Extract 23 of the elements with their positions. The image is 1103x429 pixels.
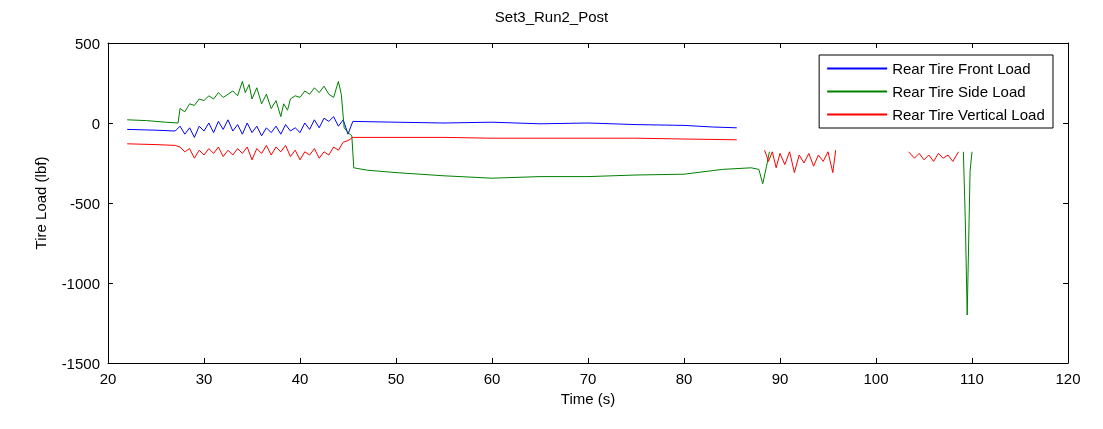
x-tick-label: 70 — [579, 370, 597, 387]
y-tick-label: -1500 — [61, 354, 100, 372]
chart-title: Set3_Run2_Post — [494, 8, 610, 25]
y-axis-title: Tire Load (lbf) — [32, 156, 49, 250]
x-tick-label: 80 — [675, 370, 693, 387]
x-tick-label: 20 — [99, 370, 117, 387]
legend-label: Rear Tire Front Load — [892, 60, 1031, 77]
y-tick-label: 0 — [91, 114, 100, 132]
y-tick-label: -500 — [69, 194, 100, 212]
legend-label: Rear Tire Side Load — [892, 83, 1026, 100]
line-series — [126, 116, 738, 138]
y-tick-label: 500 — [74, 34, 100, 52]
legend-label: Rear Tire Vertical Load — [892, 106, 1045, 123]
x-tick-label: 120 — [1055, 370, 1081, 387]
x-tick-label: 50 — [387, 370, 405, 387]
x-tick-label: 110 — [960, 370, 984, 387]
x-tick-label: 60 — [483, 370, 501, 387]
y-tick-label: -1000 — [61, 274, 100, 292]
x-tick-label: 90 — [771, 370, 789, 387]
x-axis-title: Time (s) — [560, 390, 616, 407]
x-tick-label: 40 — [291, 370, 309, 387]
x-tick-label: 30 — [195, 370, 213, 387]
x-tick-label: 100 — [863, 370, 889, 387]
